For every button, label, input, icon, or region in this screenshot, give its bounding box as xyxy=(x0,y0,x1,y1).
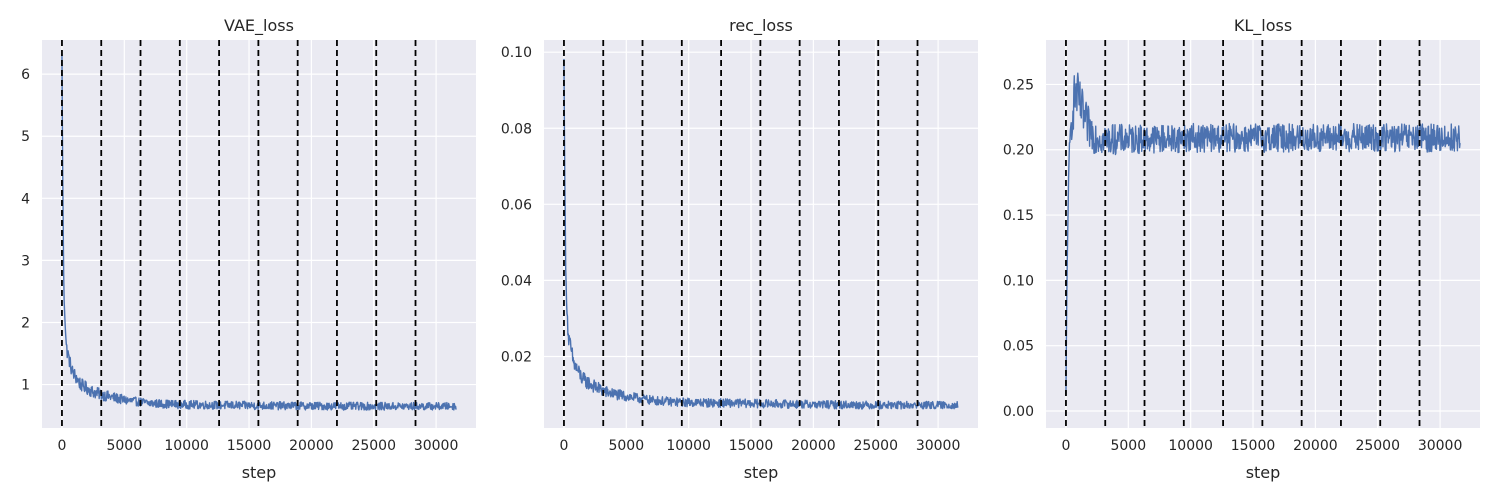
x-tick-label: 30000 xyxy=(1418,438,1463,454)
x-tick-label: 0 xyxy=(1061,438,1070,454)
y-tick-label: 0.00 xyxy=(1003,404,1034,420)
x-tick-label: 15000 xyxy=(227,438,272,454)
y-tick-label: 5 xyxy=(21,129,30,145)
panel-1: 0 5000 10000 15000 20000 25000 30000 1 2 3 4 5 6 step… xyxy=(21,16,476,482)
chart-title: VAE_loss xyxy=(224,16,294,36)
panel-3: 0 5000 10000 15000 20000 25000 30000 0.00 0.05 0.… xyxy=(1003,16,1480,482)
y-tick-label: 0.08 xyxy=(501,121,532,137)
x-tick-label: 10000 xyxy=(1168,438,1213,454)
x-tick-label: 25000 xyxy=(853,438,898,454)
x-tick-label: 25000 xyxy=(1355,438,1400,454)
x-tick-label: 5000 xyxy=(1110,438,1146,454)
chart-title: rec_loss xyxy=(729,16,793,36)
y-tick-label: 2 xyxy=(21,315,30,331)
y-tick-label: 0.15 xyxy=(1003,208,1034,224)
x-tick-label: 20000 xyxy=(289,438,334,454)
y-tick-label: 0.25 xyxy=(1003,77,1034,93)
x-tick-label: 30000 xyxy=(414,438,459,454)
y-tick-label: 3 xyxy=(21,253,30,269)
x-tick-label: 20000 xyxy=(791,438,836,454)
x-tick-label: 15000 xyxy=(1231,438,1276,454)
y-tick-label: 0.02 xyxy=(501,349,532,365)
y-tick-label: 0.20 xyxy=(1003,143,1034,159)
y-tick-label: 6 xyxy=(21,67,30,83)
y-tick-label: 0.04 xyxy=(501,273,532,289)
x-tick-label: 20000 xyxy=(1293,438,1338,454)
x-axis-label: step xyxy=(744,463,779,482)
x-tick-label: 10000 xyxy=(164,438,209,454)
chart-title: KL_loss xyxy=(1234,16,1292,36)
y-tick-label: 0.10 xyxy=(1003,273,1034,289)
y-tick-label: 4 xyxy=(21,191,30,207)
y-tick-label: 0.06 xyxy=(501,197,532,213)
x-tick-label: 10000 xyxy=(666,438,711,454)
x-tick-label: 0 xyxy=(559,438,568,454)
y-tick-label: 1 xyxy=(21,378,30,394)
y-tick-label: 0.05 xyxy=(1003,339,1034,355)
x-tick-label: 5000 xyxy=(608,438,644,454)
x-tick-label: 25000 xyxy=(351,438,396,454)
x-tick-label: 0 xyxy=(57,438,66,454)
x-axis-label: step xyxy=(242,463,277,482)
y-tick-label: 0.10 xyxy=(501,45,532,61)
x-tick-label: 15000 xyxy=(729,438,774,454)
x-tick-label: 5000 xyxy=(106,438,142,454)
panel-2: 0 5000 10000 15000 20000 25000 30000 0.02 0.04 0.… xyxy=(501,16,978,482)
x-axis-label: step xyxy=(1246,463,1281,482)
x-tick-label: 30000 xyxy=(916,438,961,454)
